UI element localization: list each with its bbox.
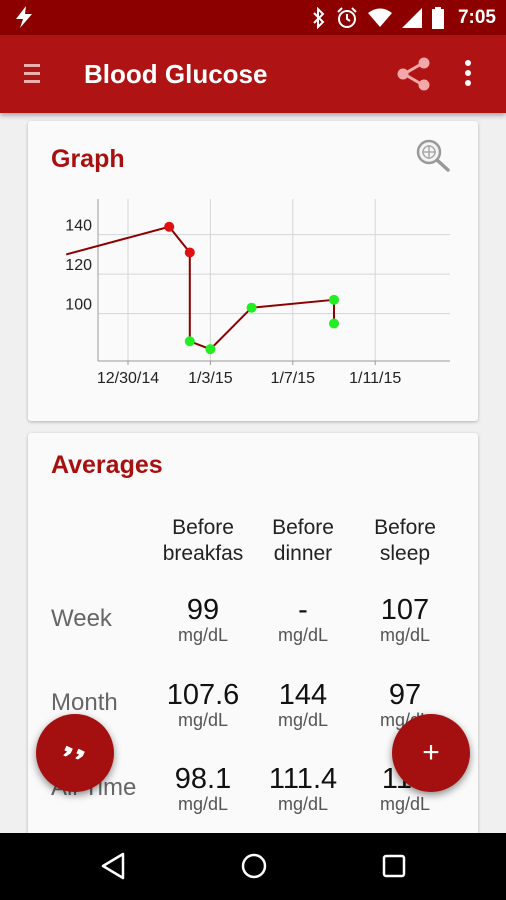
- month-dinner-cell: 144 mg/dL: [243, 680, 363, 730]
- y-tick-label: 120: [65, 257, 92, 274]
- column-header-before-breakfast: Before breakfas: [162, 516, 244, 565]
- recents-icon[interactable]: [381, 853, 407, 879]
- week-dinner-cell: - mg/dL: [243, 595, 363, 645]
- unit: mg/dL: [277, 710, 329, 730]
- back-icon[interactable]: [100, 851, 126, 881]
- column-header-before-sleep: Before sleep: [374, 516, 436, 565]
- home-icon[interactable]: [239, 851, 269, 881]
- alltime-dinner-cell: 111.4 mg/dL: [243, 764, 363, 814]
- unit: mg/dL: [177, 625, 229, 645]
- unit: mg/dL: [379, 794, 431, 814]
- value: 98.1: [174, 763, 232, 795]
- bluetooth-icon: [313, 6, 325, 29]
- app-bar: Blood Glucose: [0, 35, 506, 113]
- wifi-icon: [367, 8, 392, 27]
- flash-icon: [16, 6, 32, 28]
- alarm-icon: [337, 6, 357, 28]
- value: 97: [388, 679, 422, 711]
- navigation-bar: [0, 833, 506, 900]
- value: 107: [380, 594, 430, 626]
- value: 99: [186, 594, 220, 626]
- averages-title: Averages: [51, 451, 163, 479]
- alltime-breakfast-cell: 98.1 mg/dL: [143, 764, 263, 814]
- share-icon[interactable]: [396, 57, 432, 91]
- app-title: Blood Glucose: [84, 59, 268, 89]
- data-point: [184, 336, 195, 347]
- status-bar: 7:05: [0, 0, 506, 35]
- unit: mg/dL: [177, 710, 229, 730]
- zoom-icon[interactable]: [414, 137, 452, 173]
- data-point: [184, 247, 195, 258]
- value: -: [298, 594, 308, 626]
- value: 107.6: [166, 679, 240, 711]
- unit: mg/dL: [277, 794, 329, 814]
- value: 111.4: [268, 763, 338, 795]
- graph-title: Graph: [51, 145, 125, 173]
- graph-card: Graph 100 120 140 12/30/14 1/3/15 1/7/15 1/11/…: [28, 121, 478, 421]
- y-tick-label: 100: [65, 297, 92, 314]
- row-label-month: Month: [51, 689, 118, 716]
- week-breakfast-cell: 99 mg/dL: [143, 595, 263, 645]
- quote-fab-button[interactable]: [36, 714, 114, 792]
- data-point: [205, 344, 216, 355]
- column-header-before-dinner: Before dinner: [272, 516, 334, 565]
- week-sleep-cell: 107 mg/dL: [345, 595, 465, 645]
- quote-icon: [63, 745, 85, 760]
- series-line: [65, 225, 335, 351]
- menu-icon[interactable]: [24, 62, 42, 84]
- more-icon[interactable]: [463, 59, 473, 87]
- data-point: [329, 294, 339, 305]
- x-tick-label: 1/7/15: [271, 370, 316, 387]
- data-point: [246, 302, 257, 313]
- content-scroll[interactable]: Graph 100 120 140 12/30/14 1/3/15 1/7/15 1/11/…: [0, 113, 506, 833]
- month-breakfast-cell: 107.6 mg/dL: [143, 680, 263, 730]
- battery-icon: [431, 6, 444, 29]
- signal-icon: [401, 7, 422, 28]
- unit: mg/dL: [277, 625, 329, 645]
- unit: mg/dL: [379, 625, 431, 645]
- y-tick-label: 140: [65, 218, 92, 235]
- glucose-chart: 100 120 140 12/30/14 1/3/15 1/7/15 1/11/15: [65, 199, 450, 387]
- unit: mg/dL: [177, 794, 229, 814]
- x-tick-label: 1/11/15: [349, 370, 401, 387]
- add-entry-fab-button[interactable]: +: [392, 714, 470, 792]
- status-time: 7:05: [457, 6, 496, 28]
- data-point: [329, 318, 339, 329]
- x-tick-label: 1/3/15: [188, 370, 233, 387]
- data-point: [164, 221, 175, 232]
- row-label-week: Week: [51, 605, 112, 632]
- x-tick-label: 12/30/14: [97, 370, 159, 387]
- value: 144: [278, 679, 328, 711]
